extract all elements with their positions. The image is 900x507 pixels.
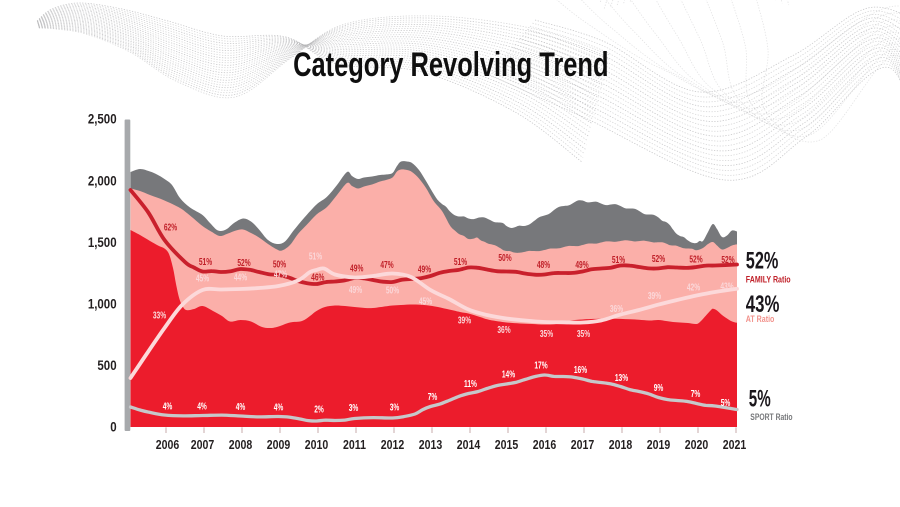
- svg-text:2009: 2009: [267, 437, 291, 452]
- svg-text:45%: 45%: [419, 295, 432, 307]
- svg-text:14%: 14%: [502, 368, 515, 380]
- svg-text:2008: 2008: [229, 437, 253, 452]
- svg-text:4%: 4%: [274, 401, 284, 413]
- svg-text:2010: 2010: [305, 437, 329, 452]
- svg-text:48%: 48%: [537, 258, 550, 270]
- svg-text:500: 500: [97, 357, 116, 373]
- svg-text:2013: 2013: [419, 437, 443, 452]
- svg-text:51%: 51%: [309, 250, 322, 262]
- svg-text:52%: 52%: [652, 253, 665, 265]
- svg-text:2016: 2016: [533, 437, 557, 452]
- svg-text:62%: 62%: [164, 221, 177, 233]
- svg-text:50%: 50%: [498, 252, 511, 264]
- svg-text:2007: 2007: [191, 437, 215, 452]
- svg-text:2011: 2011: [343, 437, 366, 452]
- svg-text:7%: 7%: [428, 391, 438, 403]
- svg-text:52%: 52%: [689, 253, 702, 265]
- svg-text:35%: 35%: [577, 328, 590, 340]
- svg-text:2020: 2020: [685, 437, 709, 452]
- svg-text:5%: 5%: [721, 396, 731, 408]
- svg-text:50%: 50%: [386, 284, 399, 296]
- svg-text:45%: 45%: [196, 272, 209, 284]
- svg-text:17%: 17%: [534, 359, 547, 371]
- svg-text:51%: 51%: [199, 256, 212, 268]
- svg-text:43%: 43%: [720, 280, 733, 292]
- svg-text:33%: 33%: [153, 309, 166, 321]
- svg-text:36%: 36%: [610, 303, 623, 315]
- svg-text:AT Ratio: AT Ratio: [746, 314, 775, 324]
- svg-text:49%: 49%: [349, 284, 362, 296]
- svg-text:43%: 43%: [746, 291, 780, 318]
- svg-text:2019: 2019: [647, 437, 671, 452]
- svg-text:7%: 7%: [691, 388, 701, 400]
- svg-text:1,500: 1,500: [88, 234, 117, 250]
- svg-text:2006: 2006: [156, 437, 180, 452]
- svg-text:49%: 49%: [575, 258, 588, 270]
- svg-text:52%: 52%: [721, 253, 734, 265]
- svg-text:51%: 51%: [612, 254, 625, 266]
- svg-text:0: 0: [110, 418, 116, 434]
- svg-text:2015: 2015: [495, 437, 519, 452]
- svg-text:3%: 3%: [390, 401, 400, 413]
- svg-text:5%: 5%: [749, 386, 771, 412]
- svg-text:1,000: 1,000: [88, 295, 117, 311]
- svg-text:46%: 46%: [311, 271, 324, 283]
- svg-text:39%: 39%: [648, 289, 661, 301]
- svg-text:Category Revolving Trend: Category Revolving Trend: [293, 45, 608, 84]
- svg-text:3%: 3%: [349, 402, 359, 414]
- svg-text:47%: 47%: [380, 259, 393, 271]
- svg-text:2021: 2021: [723, 437, 747, 452]
- svg-text:4%: 4%: [197, 400, 207, 412]
- svg-text:9%: 9%: [654, 382, 664, 394]
- svg-text:2017: 2017: [571, 437, 595, 452]
- svg-text:2012: 2012: [381, 437, 405, 452]
- svg-text:35%: 35%: [540, 328, 553, 340]
- svg-text:2,500: 2,500: [88, 111, 117, 127]
- svg-text:50%: 50%: [273, 258, 286, 270]
- svg-text:49%: 49%: [418, 263, 431, 275]
- svg-text:13%: 13%: [615, 372, 628, 384]
- svg-text:39%: 39%: [458, 314, 471, 326]
- svg-text:51%: 51%: [454, 256, 467, 268]
- svg-text:FAMILY Ratio: FAMILY Ratio: [746, 275, 791, 285]
- svg-text:4%: 4%: [163, 400, 173, 412]
- svg-text:49%: 49%: [350, 262, 363, 274]
- svg-text:52%: 52%: [746, 247, 779, 274]
- svg-text:2018: 2018: [609, 437, 633, 452]
- svg-text:11%: 11%: [464, 378, 477, 390]
- svg-text:36%: 36%: [497, 323, 510, 335]
- svg-text:44%: 44%: [234, 271, 247, 283]
- svg-text:42%: 42%: [687, 281, 700, 293]
- svg-text:2,000: 2,000: [88, 172, 117, 188]
- svg-text:4%: 4%: [236, 401, 246, 413]
- svg-text:52%: 52%: [237, 257, 250, 269]
- svg-text:SPORT Ratio: SPORT Ratio: [750, 412, 792, 422]
- svg-text:16%: 16%: [574, 364, 587, 376]
- svg-text:47%: 47%: [274, 268, 287, 280]
- svg-text:2%: 2%: [314, 403, 324, 415]
- svg-text:2014: 2014: [457, 437, 481, 452]
